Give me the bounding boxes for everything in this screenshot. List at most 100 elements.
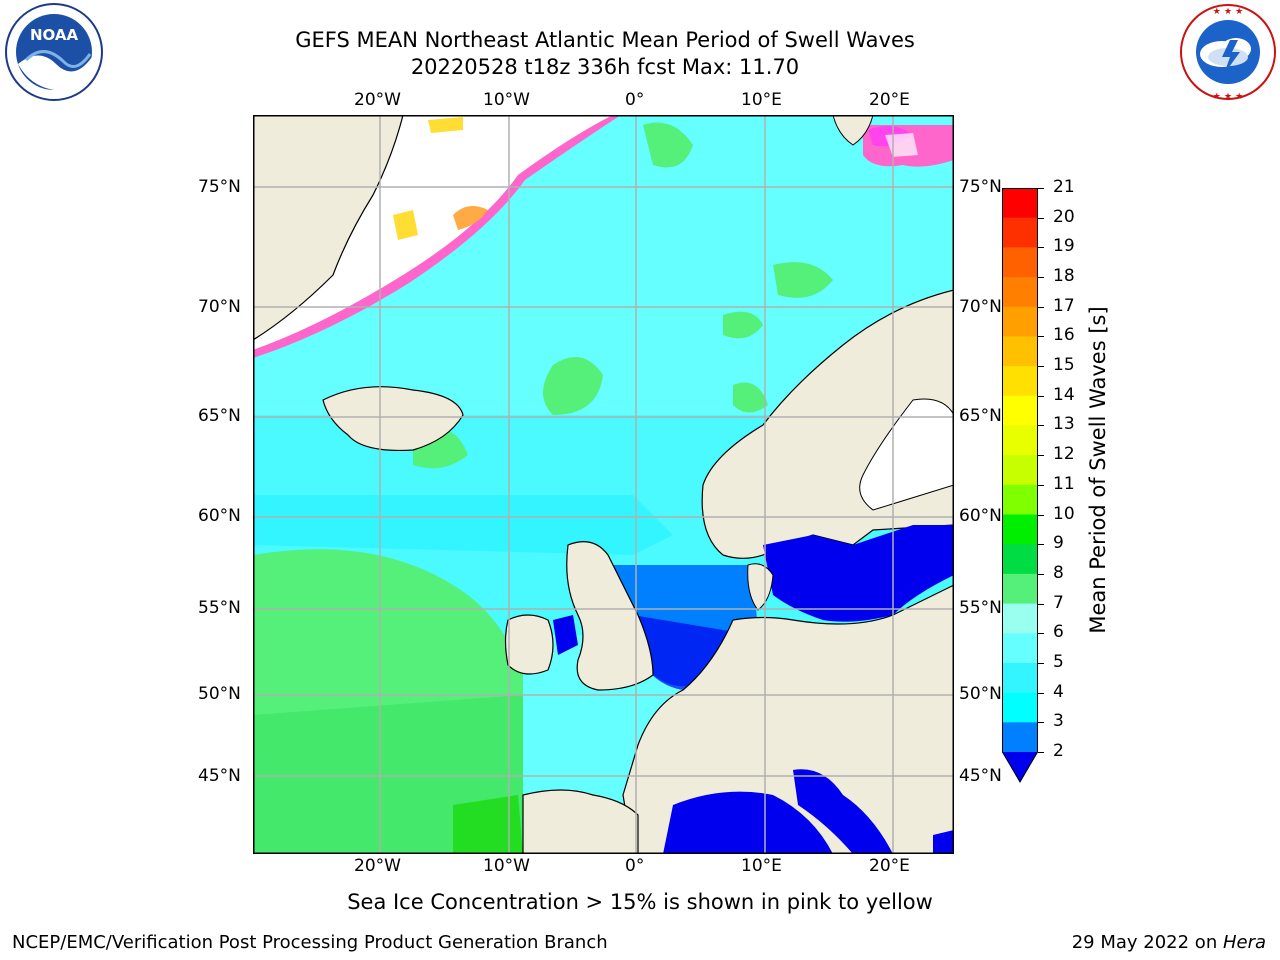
credit-text: NCEP/EMC/Verification Post Processing Pr… (12, 932, 608, 953)
ireland-land (504, 614, 554, 675)
colorbar-segment (1002, 395, 1038, 426)
colorbar-tick-mark (1038, 336, 1044, 338)
colorbar-tick-mark (1038, 514, 1044, 516)
colorbar-tick-label: 20 (1053, 206, 1075, 227)
lat-label-right-65n: 65°N (959, 406, 1002, 426)
swell-period-map (253, 115, 954, 854)
lon-label-bottom-10w: 10°W (483, 856, 530, 876)
lon-label-bottom-20w: 20°W (354, 856, 401, 876)
colorbar-segment (1002, 662, 1038, 694)
colorbar-segment (1002, 277, 1038, 308)
colorbar-tick-label: 8 (1053, 562, 1064, 583)
colorbar-tick-mark (1038, 633, 1044, 635)
lat-label-left-70n: 70°N (198, 297, 241, 317)
lat-label-left-55n: 55°N (198, 598, 241, 618)
lat-label-right-60n: 60°N (959, 506, 1002, 526)
colorbar-segment (1002, 366, 1038, 397)
colorbar-segment (1002, 484, 1038, 516)
baltic-sea (763, 525, 954, 622)
colorbar-segment (1002, 247, 1038, 278)
colorbar-tick-mark (1038, 306, 1044, 308)
colorbar-segment (1002, 306, 1038, 337)
colorbar-segment (1002, 336, 1038, 367)
colorbar-tick-mark (1038, 544, 1044, 546)
lat-label-left-65n: 65°N (198, 406, 241, 426)
lat-label-right-55n: 55°N (959, 598, 1002, 618)
lat-label-right-45n: 45°N (959, 766, 1002, 786)
gulf-of-bothnia (859, 398, 954, 511)
colorbar-tick-mark (1038, 662, 1044, 664)
colorbar-tick-label: 18 (1053, 266, 1075, 287)
noaa-logo: NOAA (4, 2, 104, 102)
colorbar-tick-label: 3 (1053, 711, 1064, 732)
lat-label-left-60n: 60°N (198, 506, 241, 526)
colorbar-tick-label: 7 (1053, 592, 1064, 613)
date-text: 29 May 2022 on (1071, 932, 1223, 953)
lon-label-top-20w: 20°W (354, 90, 401, 110)
sea-ice-note: Sea Ice Concentration > 15% is shown in … (347, 890, 933, 914)
colorbar-tick-label: 11 (1053, 473, 1075, 494)
colorbar-segment (1002, 514, 1038, 545)
svg-text:★ ★ ★: ★ ★ ★ (1213, 92, 1243, 102)
colorbar-tick-mark (1038, 247, 1044, 249)
europe-land (622, 584, 954, 854)
lat-label-left-75n: 75°N (198, 177, 241, 197)
colorbar-tick-label: 4 (1053, 681, 1064, 702)
colorbar-tick-label: 21 (1053, 177, 1075, 197)
colorbar-tick-label: 14 (1053, 384, 1075, 405)
lon-label-bottom-0: 0° (625, 856, 645, 876)
lon-label-top-20e: 20°E (869, 90, 910, 110)
colorbar-label: Mean Period of Swell Waves [s] (1086, 306, 1110, 634)
lat-label-left-45n: 45°N (198, 766, 241, 786)
colorbar-tick-label: 19 (1053, 236, 1075, 257)
lat-label-right-75n: 75°N (959, 177, 1002, 197)
map-panel (253, 115, 954, 854)
lon-label-top-0: 0° (625, 90, 645, 110)
lat-label-right-70n: 70°N (959, 297, 1002, 317)
mediterranean-sea (663, 791, 833, 854)
colorbar-tick-mark (1038, 692, 1044, 694)
colorbar-tick-mark (1038, 573, 1044, 575)
lon-label-bottom-20e: 20°E (869, 856, 910, 876)
colorbar-segment (1002, 633, 1038, 664)
sea-ice-edge (253, 115, 621, 358)
colorbar-tick-label: 12 (1053, 444, 1075, 465)
colorbar-tick-mark (1038, 752, 1044, 753)
lat-label-left-50n: 50°N (198, 684, 241, 704)
colorbar-segment (1002, 455, 1038, 486)
colorbar-tick-label: 10 (1053, 503, 1075, 524)
colorbar-segment (1002, 188, 1038, 219)
colorbar-under-triangle (1002, 752, 1038, 782)
colorbar-tick-mark (1038, 425, 1044, 427)
colorbar-segment (1002, 573, 1038, 605)
colorbar-tick-label: 17 (1053, 295, 1075, 316)
lon-label-top-10e: 10°E (741, 90, 782, 110)
noaa-logo-text: NOAA (30, 26, 79, 44)
colorbar-segment (1002, 692, 1038, 723)
colorbar-tick-mark (1038, 217, 1044, 219)
iceland-land (322, 386, 464, 452)
colorbar-segment (1002, 603, 1038, 634)
machine-name: Hera (1222, 932, 1266, 953)
colorbar (1002, 188, 1038, 784)
colorbar-tick-label: 5 (1053, 651, 1064, 672)
nws-logo: ★ ★ ★ ★ ★ ★ (1178, 2, 1278, 102)
chart-title: GEFS MEAN Northeast Atlantic Mean Period… (295, 28, 915, 52)
colorbar-tick-mark (1038, 188, 1044, 189)
colorbar-tick-mark (1038, 484, 1044, 486)
colorbar-segment (1002, 217, 1038, 248)
lat-label-right-50n: 50°N (959, 684, 1002, 704)
iberia-land (522, 789, 639, 854)
colorbar-tick-mark (1038, 395, 1044, 397)
graticule (253, 115, 954, 854)
date-stamp: 29 May 2022 on Hera (1072, 932, 1266, 953)
colorbar-tick-label: 13 (1053, 414, 1075, 435)
colorbar-tick-label: 2 (1053, 741, 1064, 761)
colorbar-tick-label: 15 (1053, 355, 1075, 376)
chart-subtitle: 20220528 t18z 336h fcst Max: 11.70 (410, 55, 800, 79)
colorbar-tick-label: 9 (1053, 533, 1064, 554)
colorbar-tick-mark (1038, 455, 1044, 457)
colorbar-tick-label: 16 (1053, 325, 1075, 346)
colorbar-tick-mark (1038, 722, 1044, 724)
colorbar-tick-label: 6 (1053, 622, 1064, 643)
